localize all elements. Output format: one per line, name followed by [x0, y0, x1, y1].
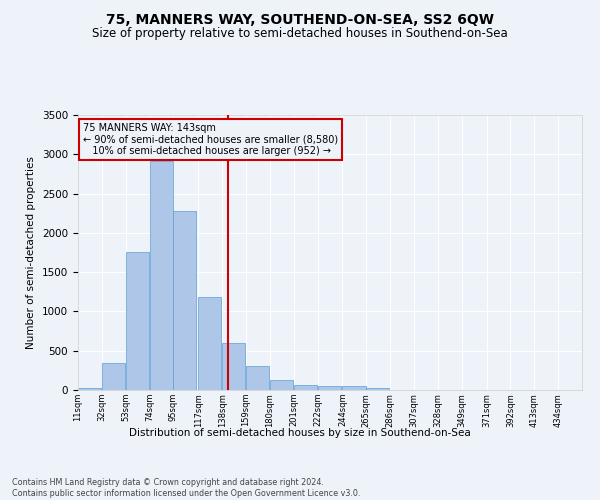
Bar [125, 252, 149, 390]
Bar [222, 343, 245, 390]
Text: Size of property relative to semi-detached houses in Southend-on-Sea: Size of property relative to semi-detach… [92, 28, 508, 40]
Text: Distribution of semi-detached houses by size in Southend-on-Sea: Distribution of semi-detached houses by … [129, 428, 471, 438]
Y-axis label: Number of semi-detached properties: Number of semi-detached properties [26, 156, 37, 349]
Bar [270, 380, 293, 390]
Bar [317, 386, 341, 390]
Bar [149, 160, 173, 390]
Bar [293, 384, 317, 390]
Text: Contains HM Land Registry data © Crown copyright and database right 2024.
Contai: Contains HM Land Registry data © Crown c… [12, 478, 361, 498]
Bar [102, 364, 125, 390]
Bar [367, 388, 389, 390]
Bar [199, 298, 221, 390]
Text: 75, MANNERS WAY, SOUTHEND-ON-SEA, SS2 6QW: 75, MANNERS WAY, SOUTHEND-ON-SEA, SS2 6Q… [106, 12, 494, 26]
Bar [173, 211, 196, 390]
Bar [343, 386, 365, 390]
Bar [78, 388, 101, 390]
Bar [246, 366, 269, 390]
Text: 75 MANNERS WAY: 143sqm
← 90% of semi-detached houses are smaller (8,580)
   10% : 75 MANNERS WAY: 143sqm ← 90% of semi-det… [83, 123, 338, 156]
